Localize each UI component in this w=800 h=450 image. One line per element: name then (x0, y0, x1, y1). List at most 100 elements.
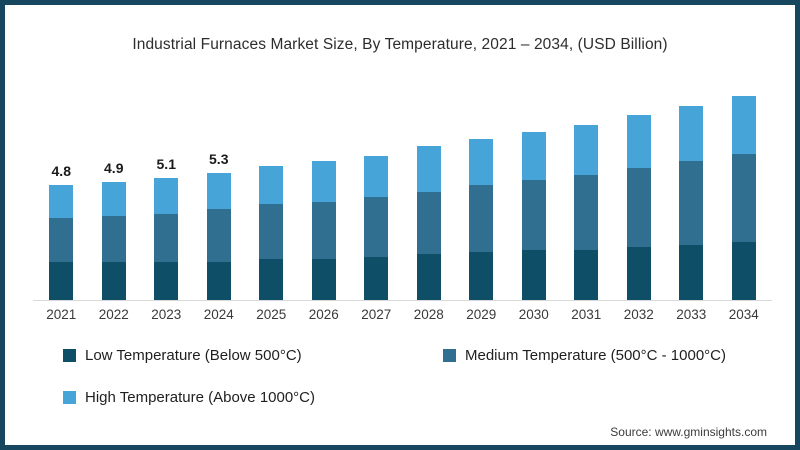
bar-segment (206, 208, 231, 262)
stacked-bar (574, 124, 599, 300)
bar-segment (154, 177, 179, 214)
stacked-bar (154, 177, 179, 300)
stacked-bar (416, 146, 441, 300)
bar-segment (416, 146, 441, 193)
x-axis-tick-label: 2021 (46, 307, 77, 322)
x-axis-tick-label: 2033 (676, 307, 707, 322)
bar-column (665, 79, 718, 300)
bar-segment (679, 244, 704, 300)
bar-segment (364, 196, 389, 257)
bar-column (403, 79, 456, 300)
bar-segment (416, 192, 441, 255)
source-attribution: Source: www.gminsights.com (610, 425, 767, 439)
x-axis-tick-label: 2027 (361, 307, 392, 322)
bar-column (245, 79, 298, 300)
bar-value-label: 4.9 (104, 160, 124, 177)
x-axis-tick-label: 2026 (308, 307, 339, 322)
x-axis-tick-label: 2030 (518, 307, 549, 322)
bar-segment (311, 160, 336, 202)
bar-segment (49, 184, 74, 219)
bar-segment (364, 256, 389, 300)
stacked-bar (626, 115, 651, 300)
legend-label-low: Low Temperature (Below 500°C) (85, 347, 302, 364)
stacked-bar (101, 182, 126, 300)
stacked-bar (364, 156, 389, 300)
bar-segment (521, 180, 546, 250)
x-axis-labels: 2021 2022 2023 2024 2025 2026 2027 2028 2029 2030… (35, 307, 770, 322)
bar-segment (731, 242, 756, 300)
legend-label-medium: Medium Temperature (500°C - 1000°C) (465, 347, 726, 364)
bar-column: 5.1 (140, 79, 193, 300)
bar-segment (731, 153, 756, 243)
bar-segment (259, 259, 284, 300)
bar-segment (626, 247, 651, 300)
legend-item-low-temperature: Low Temperature (Below 500°C) (63, 347, 302, 364)
bar-segment (679, 105, 704, 161)
legend-label-high: High Temperature (Above 1000°C) (85, 389, 316, 406)
bar-segment (101, 261, 126, 300)
bar-segment (521, 249, 546, 300)
stacked-bar (469, 139, 494, 300)
legend-item-medium-temperature: Medium Temperature (500°C - 1000°C) (443, 347, 726, 364)
x-axis-tick-label: 2025 (256, 307, 287, 322)
x-axis-tick-label: 2028 (413, 307, 444, 322)
bar-column (560, 79, 613, 300)
bar-column (508, 79, 561, 300)
bar-segment (521, 132, 546, 181)
x-axis-tick-label: 2024 (203, 307, 234, 322)
bar-segment (101, 182, 126, 217)
bar-segment (154, 261, 179, 300)
bar-column: 5.3 (193, 79, 246, 300)
bar-segment (206, 172, 231, 209)
bar-segment (259, 165, 284, 205)
x-axis-tick-label: 2031 (571, 307, 602, 322)
x-axis-line (33, 300, 772, 301)
stacked-bar (731, 96, 756, 300)
legend-marker-medium-icon (443, 349, 456, 362)
bar-segment (626, 168, 651, 248)
bar-segment (574, 175, 599, 250)
stacked-bar (521, 132, 546, 300)
bar-value-label: 4.8 (51, 162, 71, 179)
x-axis-tick-label: 2032 (623, 307, 654, 322)
stacked-bar (259, 165, 284, 300)
bar-column (350, 79, 403, 300)
bar-value-label: 5.1 (156, 155, 176, 172)
bar-segment (469, 139, 494, 185)
stacked-bar (311, 160, 336, 300)
x-axis-tick-label: 2034 (728, 307, 759, 322)
bar-segment (416, 254, 441, 300)
stacked-bar (206, 172, 231, 300)
bar-segment (364, 156, 389, 197)
chart-title: Industrial Furnaces Market Size, By Temp… (132, 36, 668, 53)
legend-item-high-temperature: High Temperature (Above 1000°C) (63, 389, 315, 406)
bar-column (298, 79, 351, 300)
bar-column: 4.8 (35, 79, 88, 300)
bar-segment (311, 259, 336, 300)
bar-segment (626, 115, 651, 169)
bar-column (455, 79, 508, 300)
bar-segment (469, 184, 494, 252)
legend-marker-high-icon (63, 391, 76, 404)
bars-row: 4.8 4.9 5.1 5.3 (35, 79, 770, 300)
x-axis-tick-label: 2022 (98, 307, 129, 322)
bar-segment (469, 252, 494, 300)
bar-segment (49, 218, 74, 262)
bar-segment (259, 204, 284, 260)
stacked-bar (679, 105, 704, 300)
bar-segment (154, 213, 179, 262)
x-axis-tick-label: 2029 (466, 307, 497, 322)
bar-segment (679, 160, 704, 245)
bar-segment (731, 96, 756, 154)
bar-column: 4.9 (88, 79, 141, 300)
bar-segment (574, 249, 599, 300)
stacked-bar (49, 184, 74, 300)
x-axis-tick-label: 2023 (151, 307, 182, 322)
bar-value-label: 5.3 (209, 150, 229, 167)
bar-column (718, 79, 771, 300)
bar-column (613, 79, 666, 300)
legend-marker-low-icon (63, 349, 76, 362)
bar-segment (101, 216, 126, 262)
bar-segment (311, 201, 336, 260)
